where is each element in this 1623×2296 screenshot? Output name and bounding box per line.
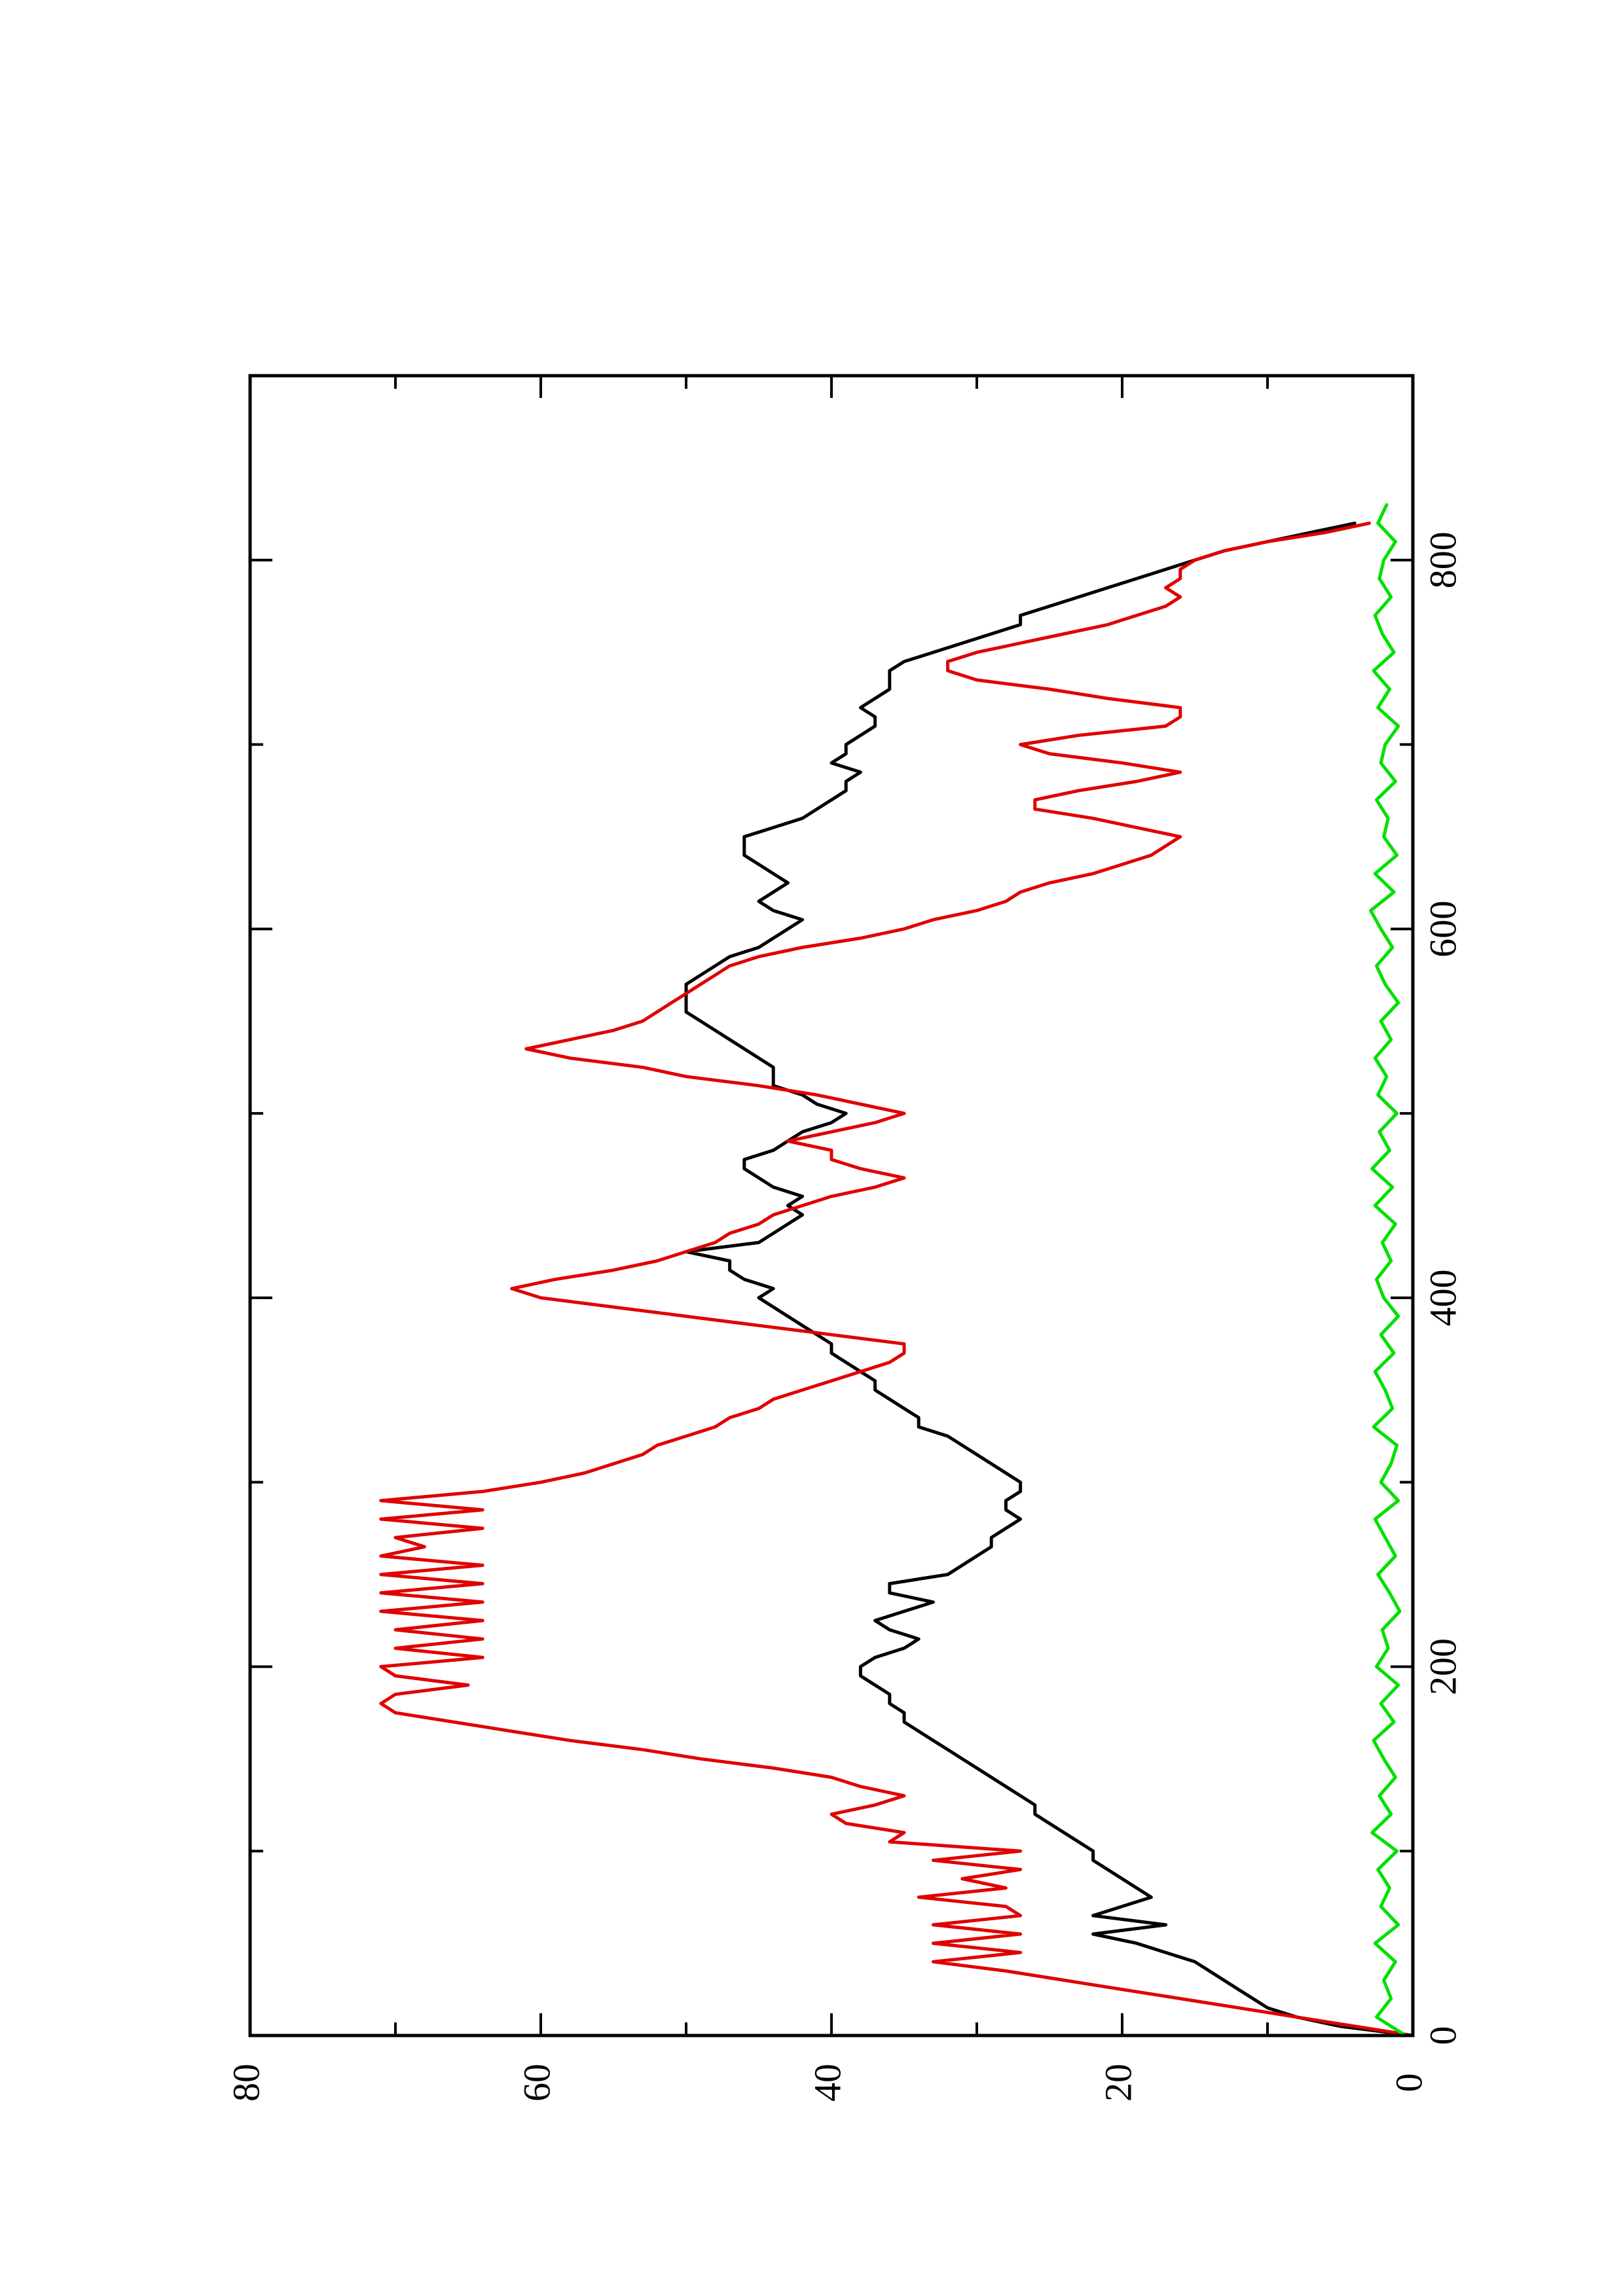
x-tick-label: 0 [1421, 2026, 1464, 2045]
x-tick-label: 600 [1421, 901, 1464, 958]
series-layer [379, 503, 1415, 2037]
plot-frame [248, 374, 1415, 2037]
tick-labels: 0 200 400 600 800 0 20 40 60 80 [225, 531, 1464, 2102]
tick-marks [249, 376, 1414, 2037]
y-tick-label: 20 [1097, 2064, 1139, 2102]
y-tick-label: 80 [225, 2064, 267, 2102]
y-tick-label: 60 [515, 2064, 558, 2102]
series-line-2 [379, 521, 1415, 2037]
y-tick-label: 40 [806, 2064, 848, 2102]
y-tick-label: 0 [1387, 2073, 1430, 2092]
x-tick-label: 200 [1421, 1638, 1464, 1695]
x-tick-label: 800 [1421, 531, 1464, 588]
series-line-1 [684, 521, 1415, 2037]
series-line-3 [1369, 503, 1408, 2037]
x-tick-label: 400 [1421, 1269, 1464, 1326]
